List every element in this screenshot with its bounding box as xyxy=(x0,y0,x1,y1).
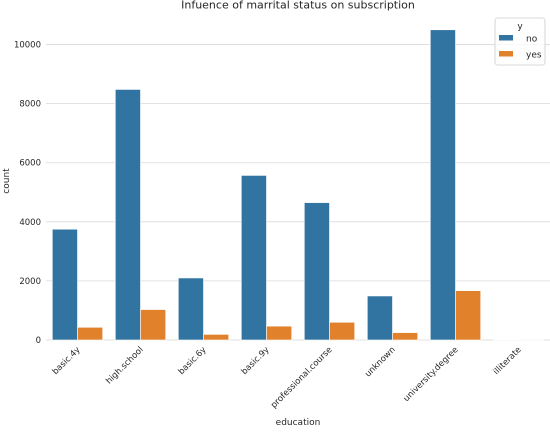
y-tick-label: 2000 xyxy=(19,277,41,287)
bars xyxy=(52,30,543,340)
x-tick-label: basic.4y xyxy=(51,345,83,377)
bar-no-basic-9y xyxy=(241,175,266,340)
x-tick-label: professional.course xyxy=(269,345,334,410)
y-axis-title: count xyxy=(2,168,12,194)
legend-label-no: no xyxy=(526,35,538,45)
y-tick-label: 6000 xyxy=(19,159,41,169)
bar-yes-basic-9y xyxy=(267,326,292,340)
x-tick-label: high.school xyxy=(104,345,145,386)
legend-title: y xyxy=(517,22,523,32)
legend-swatch-yes xyxy=(499,51,513,57)
x-tick-label: unknown xyxy=(363,345,397,379)
legend-label-yes: yes xyxy=(526,51,542,61)
bar-yes-high-school xyxy=(141,310,166,340)
bar-yes-basic-4y xyxy=(78,327,103,340)
bar-no-basic-4y xyxy=(52,229,77,340)
legend-swatch-no xyxy=(499,35,513,41)
y-axis: 0 2000 4000 6000 8000 10000 xyxy=(14,41,41,346)
y-tick-label: 4000 xyxy=(19,218,41,228)
bar-yes-university-degree xyxy=(456,291,481,340)
bar-no-unknown xyxy=(367,296,392,340)
bar-no-high-school xyxy=(115,89,140,340)
chart-title: Infuence of marrital status on subscript… xyxy=(181,0,415,12)
x-tick-label: basic.9y xyxy=(240,345,272,377)
bar-no-basic-6y xyxy=(178,278,203,340)
bar-no-professional-course xyxy=(304,203,329,340)
y-tick-label: 8000 xyxy=(19,100,41,110)
y-tick-label: 0 xyxy=(36,336,41,346)
bar-no-university-degree xyxy=(430,30,455,340)
legend: y no yes xyxy=(495,18,545,65)
bar-yes-professional-course xyxy=(330,322,355,340)
bar-yes-unknown xyxy=(393,333,418,340)
x-tick-label: university.degree xyxy=(402,345,461,404)
y-tick-label: 10000 xyxy=(14,41,41,51)
x-tick-label: basic.6y xyxy=(177,345,209,377)
x-tick-label: illiterate xyxy=(492,345,524,377)
bar-yes-basic-6y xyxy=(204,334,229,340)
x-axis-title: education xyxy=(276,418,321,428)
x-axis: basic.4y high.school basic.6y basic.9yprofe… xyxy=(51,345,524,410)
